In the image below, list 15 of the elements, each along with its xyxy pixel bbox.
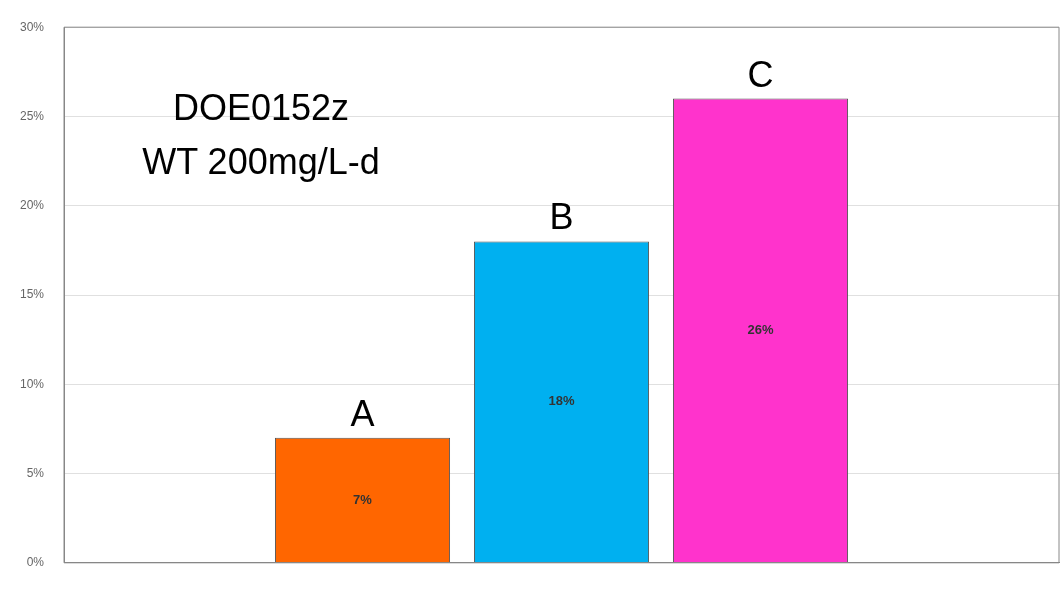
data-label: 26% [747, 322, 774, 338]
data-label: 7% [353, 491, 373, 507]
y-tick-label: 20% [19, 198, 45, 213]
annotation: A [350, 392, 375, 434]
y-tick-label: 0% [26, 555, 45, 570]
annotation: B [549, 196, 574, 238]
annotation: WT 200mg/L-d [142, 141, 380, 183]
y-tick-label: 25% [19, 108, 45, 123]
annotation: C [747, 53, 774, 95]
y-tick-label: 15% [19, 287, 45, 302]
data-label: 18% [548, 393, 575, 409]
y-tick-label: 5% [26, 465, 45, 480]
y-tick-label: 30% [19, 19, 45, 34]
annotation: DOE0152z [172, 87, 350, 129]
y-tick-label: 10% [19, 376, 45, 391]
